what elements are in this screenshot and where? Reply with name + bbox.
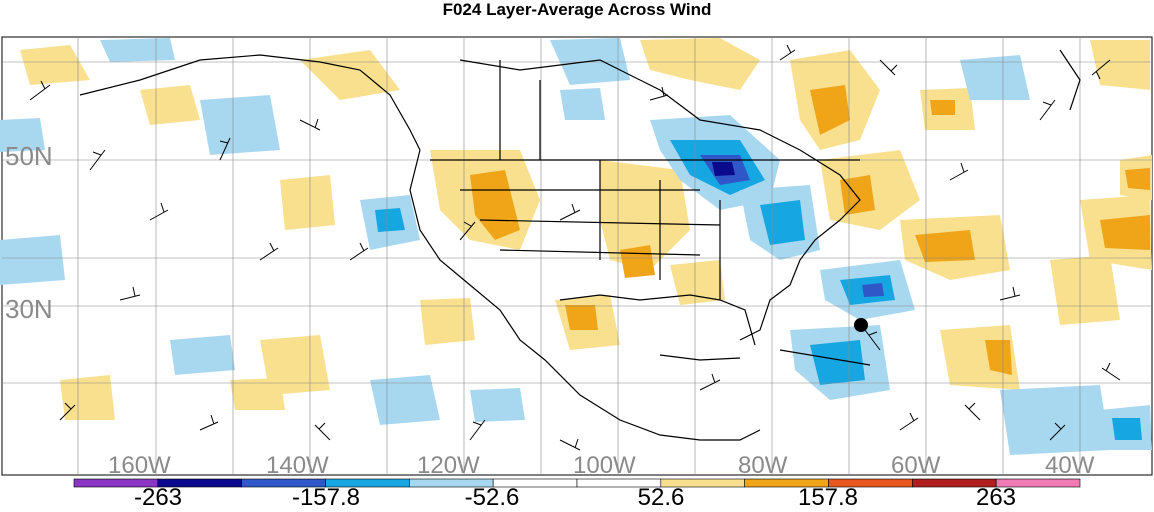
lat-lon-grid: [2, 37, 1152, 475]
colorbar-tick-label: 263: [975, 484, 1017, 511]
lat-label-30n: 30N: [5, 294, 53, 324]
lon-label-120w: 120W: [417, 452, 480, 479]
wind-barbs: [29, 44, 1121, 451]
colorbar-segment: [995, 478, 1081, 488]
colorbar-tick-label: -52.6: [464, 484, 520, 511]
lon-label-60w: 60W: [891, 452, 941, 479]
map-title: F024 Layer-Average Across Wind: [442, 0, 712, 19]
colorbar-tick-label: 52.6: [637, 484, 685, 511]
lon-label-100w: 100W: [573, 452, 636, 479]
lat-label-50n: 50N: [5, 141, 53, 171]
location-marker: [854, 318, 868, 332]
lon-label-160w: 160W: [108, 452, 171, 479]
coastlines: [79, 49, 1081, 441]
colorbar-tick-label: -263: [133, 484, 183, 511]
lon-label-140w: 140W: [266, 452, 329, 479]
colorbar-tick-label: -157.8: [291, 484, 361, 511]
lon-label-40w: 40W: [1045, 452, 1095, 479]
colorbar-tick-label: 157.8: [797, 484, 859, 511]
lon-label-80w: 80W: [738, 452, 788, 479]
colorbar: [73, 478, 1081, 488]
anomaly-shading: [0, 38, 1152, 455]
